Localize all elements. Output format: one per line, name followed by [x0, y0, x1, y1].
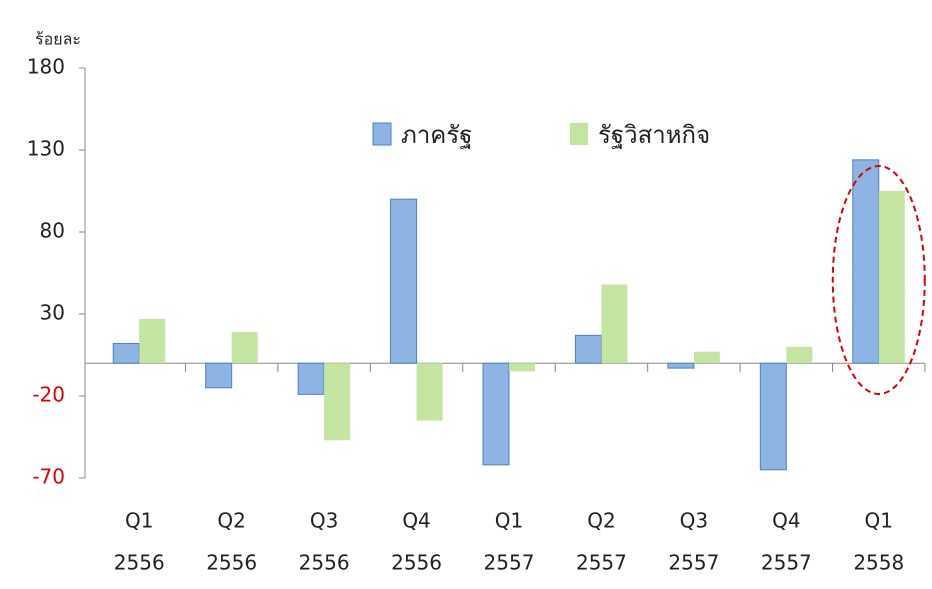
bar — [759, 362, 787, 471]
x-tick-label: 2557 — [761, 551, 812, 575]
legend-swatch — [372, 122, 392, 146]
bar — [139, 318, 166, 364]
x-tick-label: Q2 — [217, 509, 245, 533]
x-tick-label: Q1 — [125, 509, 153, 533]
x-tick-label: 2556 — [114, 551, 165, 575]
y-tick-label: 180 — [27, 55, 65, 79]
bar — [509, 363, 535, 372]
y-axis-label: ร้อยละ — [35, 30, 81, 49]
y-tick-label: -70 — [32, 465, 65, 489]
x-tick-label: Q4 — [402, 509, 430, 533]
legend-label: รัฐวิสาหกิจ — [598, 121, 710, 149]
x-tick-label: 2557 — [576, 551, 627, 575]
y-tick-label: -20 — [32, 383, 65, 407]
bar — [416, 363, 443, 421]
bar — [574, 334, 602, 364]
x-tick-label: 2556 — [391, 551, 442, 575]
bar — [852, 159, 880, 364]
bar — [693, 351, 720, 364]
x-tick-label: Q2 — [587, 509, 615, 533]
x-tick-label: 2557 — [668, 551, 719, 575]
legend-label: ภาครัฐ — [401, 121, 472, 149]
x-tick-label: Q3 — [680, 509, 708, 533]
x-tick-label: 2558 — [853, 551, 904, 575]
bar — [205, 362, 233, 389]
x-tick-label: 2556 — [206, 551, 257, 575]
y-tick-label: 30 — [40, 301, 65, 325]
x-tick-label: Q4 — [772, 509, 800, 533]
highlight-ellipse — [831, 165, 926, 395]
bar — [231, 332, 258, 364]
bar — [601, 284, 628, 364]
bar — [112, 343, 140, 364]
y-tick-label: 80 — [40, 219, 65, 243]
bar — [297, 362, 325, 395]
bar — [878, 191, 905, 364]
y-tick-label: 130 — [27, 137, 65, 161]
bar — [786, 346, 813, 364]
bar — [324, 363, 351, 441]
bar — [667, 362, 695, 369]
x-tick-label: 2556 — [299, 551, 350, 575]
legend-swatch — [570, 123, 588, 145]
x-tick-label: Q1 — [495, 509, 523, 533]
x-tick-label: 2557 — [484, 551, 535, 575]
x-tick-label: Q3 — [310, 509, 338, 533]
x-tick-label: Q1 — [865, 509, 893, 533]
bar — [482, 362, 510, 466]
bar — [390, 198, 418, 364]
